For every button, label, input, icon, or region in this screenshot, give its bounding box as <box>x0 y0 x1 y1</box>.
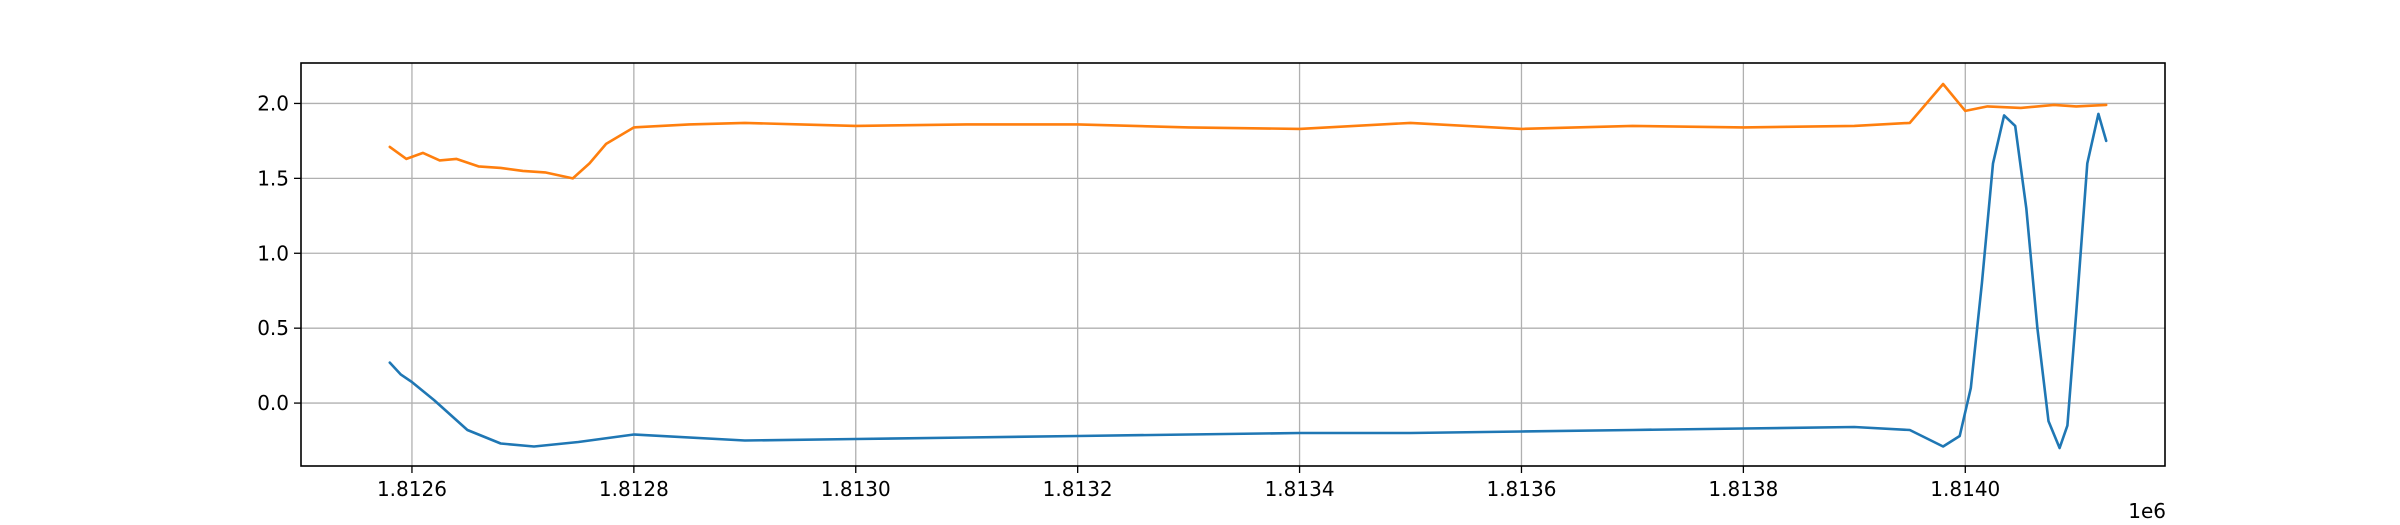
y-tick-label: 1.0 <box>257 241 289 265</box>
y-tick-label: 2.0 <box>257 91 289 115</box>
x-tick-label: 1.8132 <box>1043 477 1113 501</box>
x-tick-label: 1.8128 <box>599 477 669 501</box>
x-axis-offset-label: 1e6 <box>2128 499 2166 523</box>
x-tick-label: 1.8130 <box>821 477 891 501</box>
y-tick-label: 0.0 <box>257 391 289 415</box>
series-line-2 <box>388 82 2108 180</box>
plot-frame <box>300 62 2166 467</box>
x-tick-label: 1.8140 <box>1930 477 2000 501</box>
x-tick-label: 1.8138 <box>1708 477 1778 501</box>
series-line-1 <box>388 112 2108 450</box>
x-tick-label: 1.8134 <box>1265 477 1335 501</box>
x-tick-label: 1.8136 <box>1486 477 1556 501</box>
series-layer <box>388 82 2108 450</box>
y-tick-label: 1.5 <box>257 166 289 190</box>
ticks: 1.8126 1.8128 1.8130 1.8132 1.8134 1.8136 1.81… <box>257 91 2000 501</box>
x-tick-label: 1.8126 <box>377 477 447 501</box>
y-tick-label: 0.5 <box>257 316 289 340</box>
